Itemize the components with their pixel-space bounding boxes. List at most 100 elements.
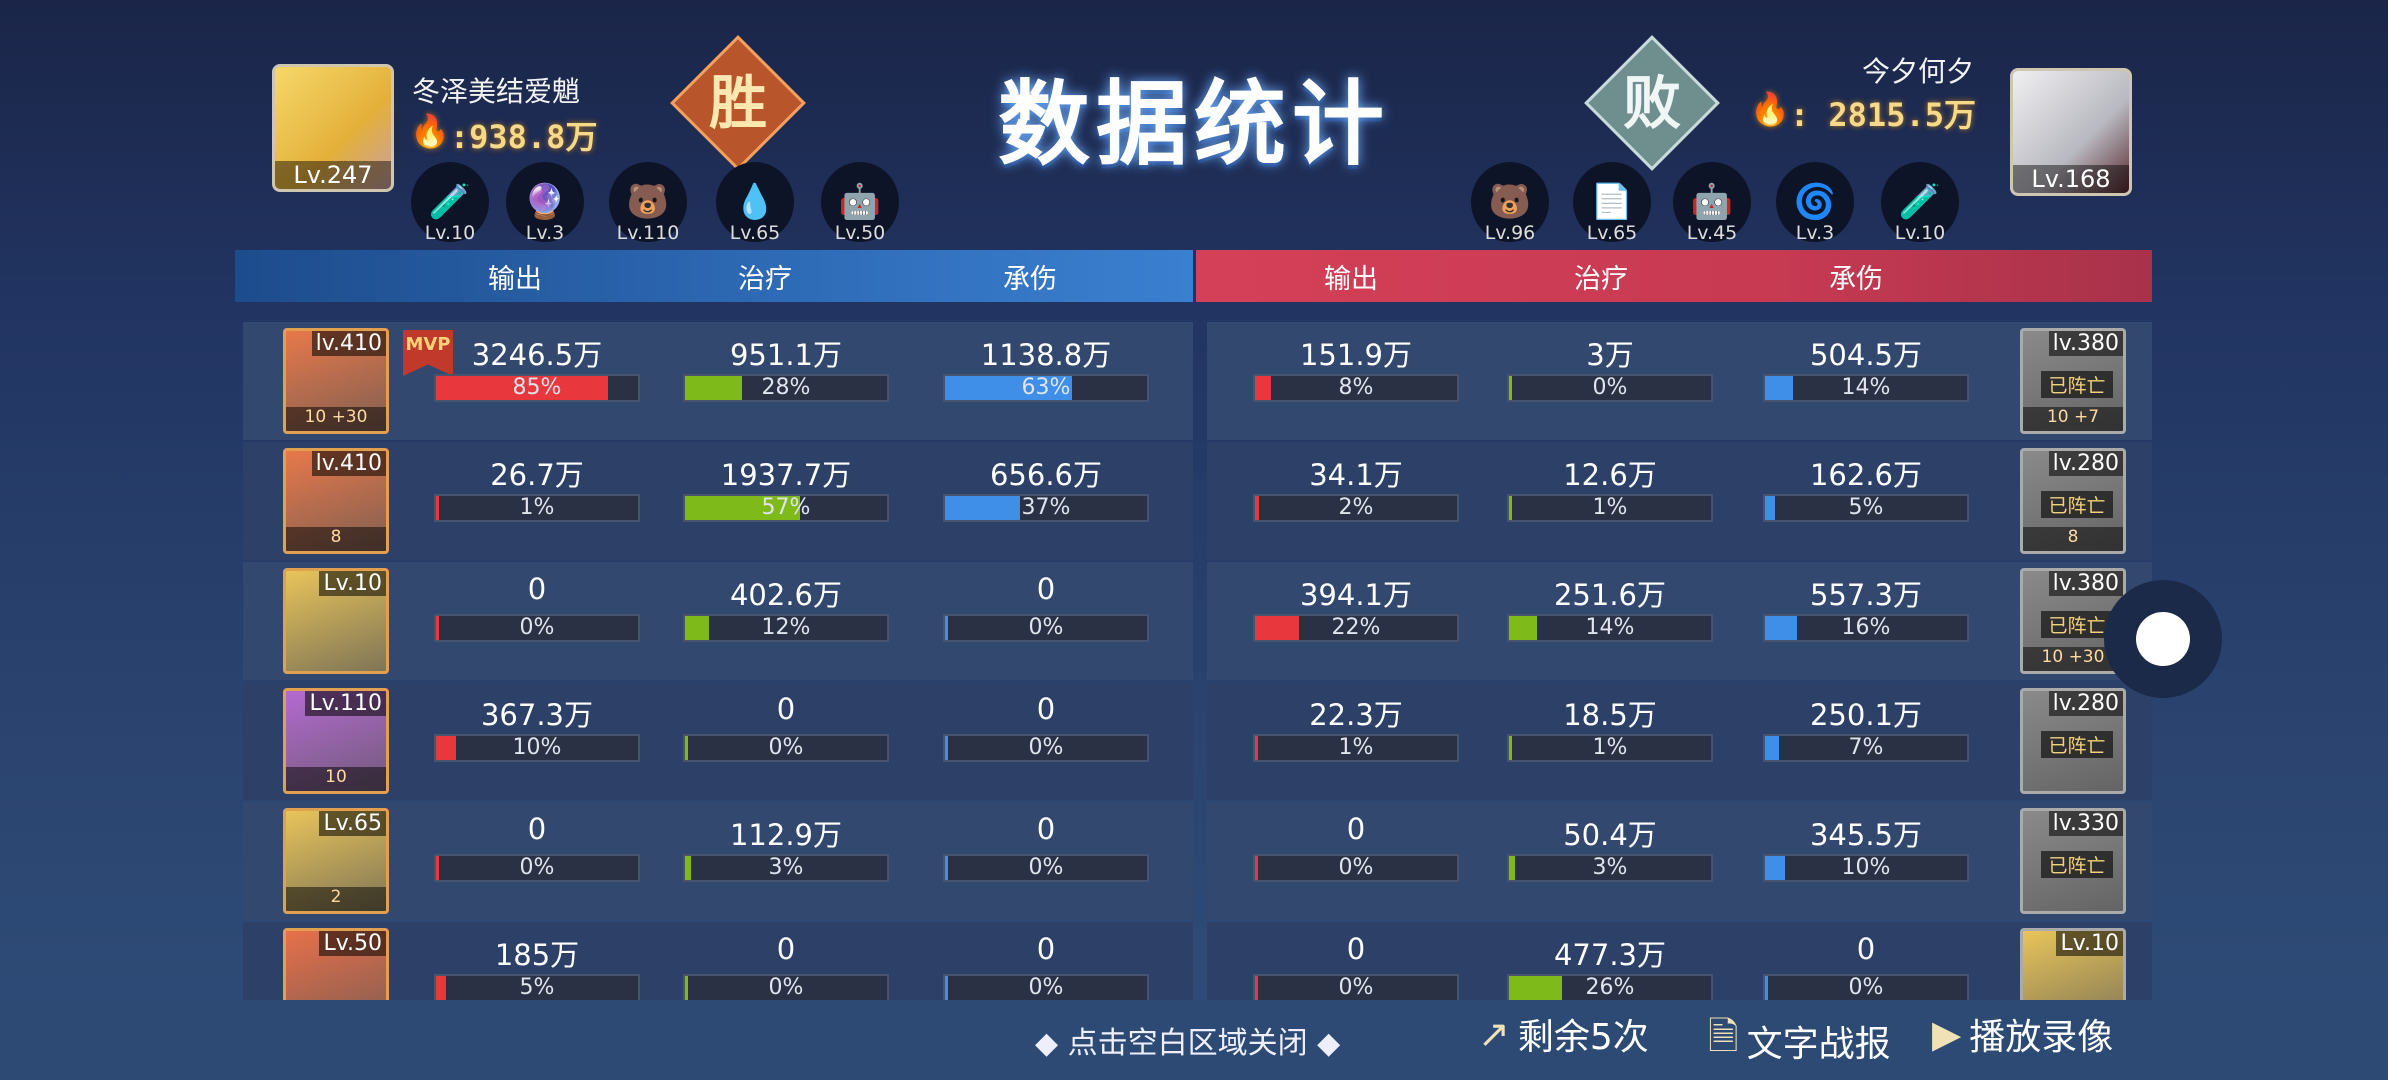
bar-percent: 0% <box>1028 615 1064 640</box>
header-damage: 输出 <box>488 263 542 295</box>
close-hint[interactable]: ◆ 点击空白区域关闭 ◆ <box>1035 1026 1341 1061</box>
heal-bar: 3% <box>1507 854 1713 882</box>
left-hero-row: lv.410 10 +30 MVP 3246.5万 85% 951.1万 28% 1138.8… <box>243 322 1193 440</box>
hero-level: Lv.65 <box>319 811 386 836</box>
bar-percent: 1% <box>519 495 555 520</box>
bar-fill <box>1765 496 1776 520</box>
floating-assist-button[interactable] <box>2104 580 2222 698</box>
hero-portrait[interactable]: lv.280 已阵亡 8 <box>2020 448 2126 554</box>
hero-star-rank: 2 <box>286 887 386 911</box>
team-member-level: Lv.45 <box>1686 222 1738 244</box>
hero-level: lv.380 <box>2048 571 2123 596</box>
hero-portrait[interactable]: lv.280 已阵亡 <box>2020 688 2126 794</box>
replay-label: 播放录像 <box>1969 1017 2114 1058</box>
hero-portrait[interactable]: Lv.10 <box>2020 928 2126 1000</box>
bar-fill <box>685 856 692 880</box>
hero-portrait[interactable]: Lv.50 <box>283 928 389 1000</box>
mvp-badge: MVP <box>403 330 453 376</box>
left-player-avatar[interactable]: Lv.247 <box>272 64 394 192</box>
hero-level: lv.330 <box>2048 811 2123 836</box>
document-icon: 🗎 <box>1708 1014 1739 1058</box>
damage-value: 3246.5万 <box>471 338 603 372</box>
bar-fill <box>1255 856 1259 880</box>
bar-percent: 10% <box>1841 855 1891 880</box>
bar-percent: 14% <box>1841 375 1891 400</box>
team-member-paper-mask-icon[interactable]: 📄 <box>1573 162 1651 242</box>
bar-percent: 0% <box>1028 975 1064 1000</box>
left-hero-row: Lv.50 185万 5% 0 0% 0 0% <box>243 922 1193 1000</box>
team-member-level: Lv.110 <box>616 222 680 244</box>
team-member-purple-flame-icon[interactable]: 🔮 <box>506 162 584 242</box>
tank-value: 504.5万 <box>1809 338 1923 372</box>
team-member-red-swirl-icon[interactable]: 🌀 <box>1776 162 1854 242</box>
hero-portrait[interactable]: lv.410 10 +30 <box>283 328 389 434</box>
text-report-button[interactable]: 🗎 文字战报 <box>1708 1008 1891 1073</box>
replay-button[interactable]: ▶ 播放录像 <box>1932 1008 2113 1060</box>
hero-star-rank: 10 +30 <box>286 407 386 431</box>
heal-bar: 0% <box>1507 374 1713 402</box>
tank-bar: 5% <box>1763 494 1969 522</box>
tank-bar: 0% <box>943 854 1149 882</box>
hero-star-rank: 10 <box>286 767 386 791</box>
heal-bar: 57% <box>683 494 889 522</box>
damage-value: 0 <box>527 572 547 606</box>
bar-fill <box>945 616 949 640</box>
hero-portrait[interactable]: lv.410 8 <box>283 448 389 554</box>
heal-value: 1937.7万 <box>720 458 852 492</box>
damage-bar: 85% <box>434 374 640 402</box>
team-member-bear-icon[interactable]: 🐻 <box>609 162 687 242</box>
share-icon: ↗ <box>1478 1012 1510 1056</box>
team-member-flask-icon[interactable]: 🧪 <box>1881 162 1959 242</box>
left-hero-row: Lv.10 0 0% 402.6万 12% 0 0% <box>243 562 1193 680</box>
tank-bar: 0% <box>943 974 1149 1000</box>
bar-percent: 57% <box>761 495 811 520</box>
left-hero-row: Lv.65 2 0 0% 112.9万 3% 0 0% <box>243 802 1193 920</box>
bar-percent: 3% <box>768 855 804 880</box>
dead-label: 已阵亡 <box>2041 731 2113 758</box>
hero-portrait[interactable]: Lv.10 <box>283 568 389 674</box>
tank-value: 656.6万 <box>989 458 1103 492</box>
flask-icon: 🧪 <box>1898 182 1942 222</box>
hero-level: lv.280 <box>2048 451 2123 476</box>
robot-helmet-icon: 🤖 <box>838 182 882 222</box>
right-stats-header: 输出 治疗 承伤 <box>1196 250 2152 302</box>
bar-percent: 85% <box>512 375 562 400</box>
right-player-avatar[interactable]: Lv.168 <box>2010 68 2132 196</box>
bar-fill <box>1255 616 1300 640</box>
bar-percent: 5% <box>519 975 555 1000</box>
share-button[interactable]: ↗ 剩余5次 <box>1478 1008 1649 1060</box>
bar-percent: 0% <box>768 975 804 1000</box>
dead-label: 已阵亡 <box>2041 851 2113 878</box>
heal-value: 112.9万 <box>729 818 843 852</box>
team-member-robot-helmet-icon[interactable]: 🤖 <box>821 162 899 242</box>
hero-portrait[interactable]: lv.380 已阵亡 10 +7 <box>2020 328 2126 434</box>
text-report-label: 文字战报 <box>1746 1023 1891 1065</box>
page-title: 数据统计 <box>997 71 1390 178</box>
left-player-name: 冬泽美结爱魈 <box>412 75 581 108</box>
damage-value: 367.3万 <box>480 698 594 732</box>
bar-fill <box>1765 976 1769 1000</box>
hero-portrait[interactable]: Lv.110 10 <box>283 688 389 794</box>
team-member-flask-icon[interactable]: 🧪 <box>411 162 489 242</box>
team-member-blue-spirit-icon[interactable]: 💧 <box>716 162 794 242</box>
hero-level: lv.380 <box>2048 331 2123 356</box>
bar-percent: 0% <box>1028 855 1064 880</box>
heal-bar: 1% <box>1507 494 1713 522</box>
left-player-level: Lv.247 <box>275 161 391 189</box>
hero-portrait[interactable]: lv.330 已阵亡 <box>2020 808 2126 914</box>
team-member-level: Lv.3 <box>525 222 565 244</box>
bar-percent: 1% <box>1592 495 1628 520</box>
tank-value: 0 <box>1036 812 1056 846</box>
team-member-bear-icon[interactable]: 🐻 <box>1471 162 1549 242</box>
damage-bar: 5% <box>434 974 640 1000</box>
bar-percent: 0% <box>1028 735 1064 760</box>
heal-value: 18.5万 <box>1563 698 1657 732</box>
team-member-robot-helmet-icon[interactable]: 🤖 <box>1673 162 1751 242</box>
hero-level: lv.410 <box>311 331 386 356</box>
heal-value: 951.1万 <box>729 338 843 372</box>
bar-fill <box>1765 856 1786 880</box>
hero-portrait[interactable]: Lv.65 2 <box>283 808 389 914</box>
tank-value: 557.3万 <box>1809 578 1923 612</box>
lose-label: 败 <box>1622 69 1681 137</box>
tank-bar: 10% <box>1763 854 1969 882</box>
